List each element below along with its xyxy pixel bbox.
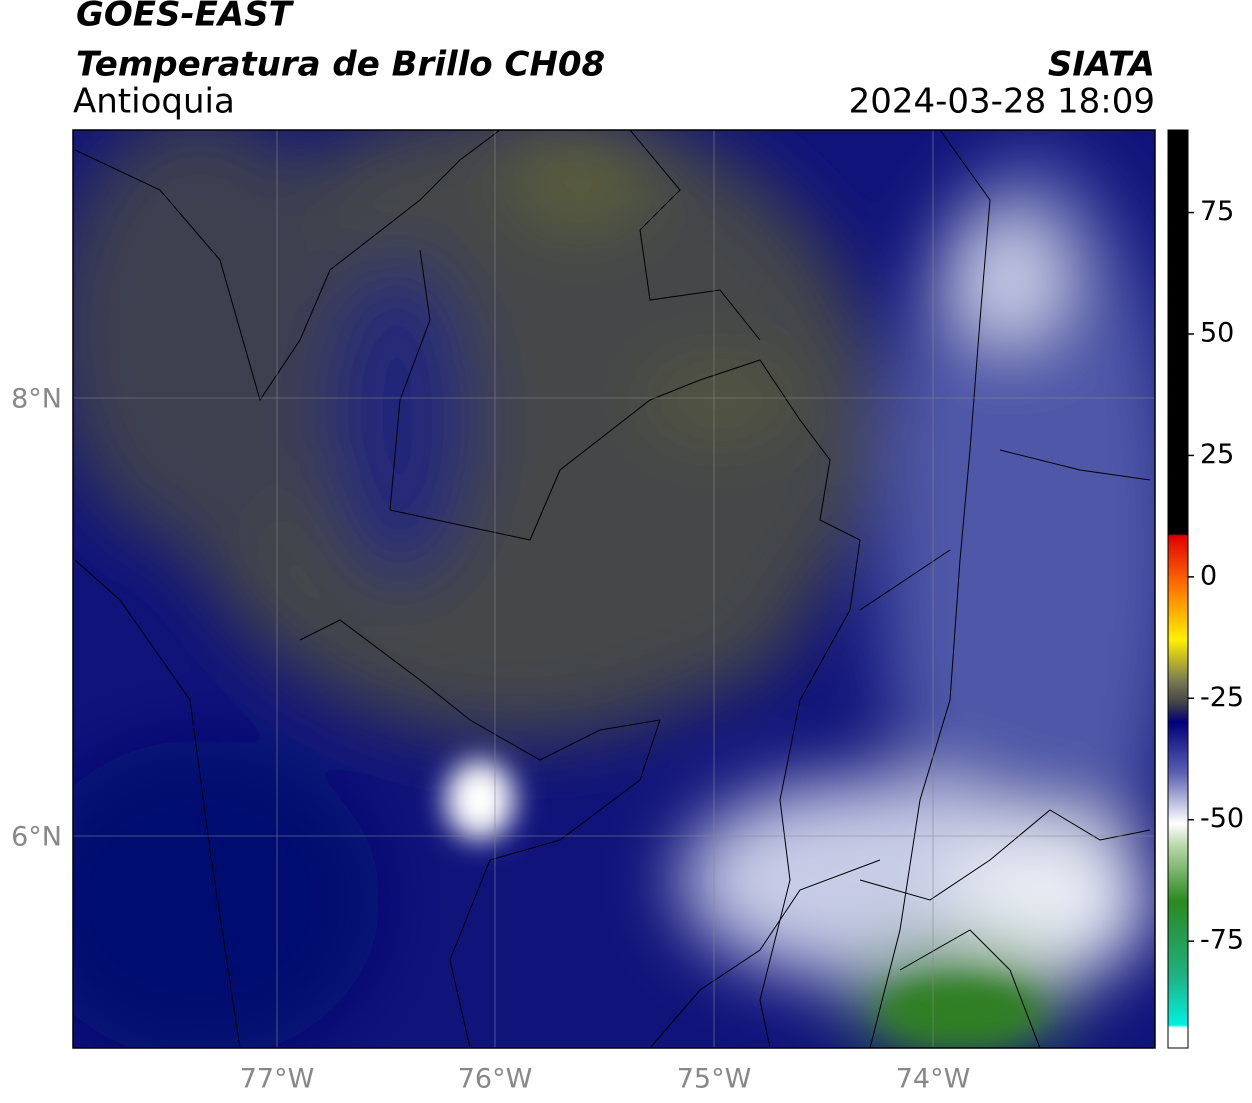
- lon-label: 77°W: [240, 1064, 315, 1095]
- title: GOES-EAST: [76, 0, 295, 35]
- lat-label: 8°N: [11, 384, 62, 415]
- map-frame: [72, 129, 1156, 1049]
- datetime: 2024-03-28 18:09: [849, 82, 1155, 122]
- graticule: [73, 130, 1155, 1048]
- lat-label: 6°N: [11, 822, 62, 853]
- colorbar-tick-label: 25: [1200, 439, 1234, 470]
- colorbar-tick-label: -50: [1200, 803, 1244, 834]
- region: Antioquia: [73, 82, 235, 122]
- colorbar-tick-label: -25: [1200, 682, 1244, 713]
- satellite-image: [73, 130, 1155, 1048]
- subtitle: Temperatura de Brillo CH08: [76, 45, 605, 85]
- colorbar-tick-label: -75: [1200, 925, 1244, 956]
- lon-label: 75°W: [677, 1064, 752, 1095]
- lon-label: 76°W: [458, 1064, 533, 1095]
- colorbar-tick-label: 50: [1200, 318, 1234, 349]
- lon-label: 74°W: [896, 1064, 971, 1095]
- colorbar-tick-label: 0: [1200, 560, 1217, 591]
- colorbar: [1167, 129, 1189, 1049]
- colorbar-tick-label: 75: [1200, 196, 1234, 227]
- source: SIATA: [1048, 45, 1155, 85]
